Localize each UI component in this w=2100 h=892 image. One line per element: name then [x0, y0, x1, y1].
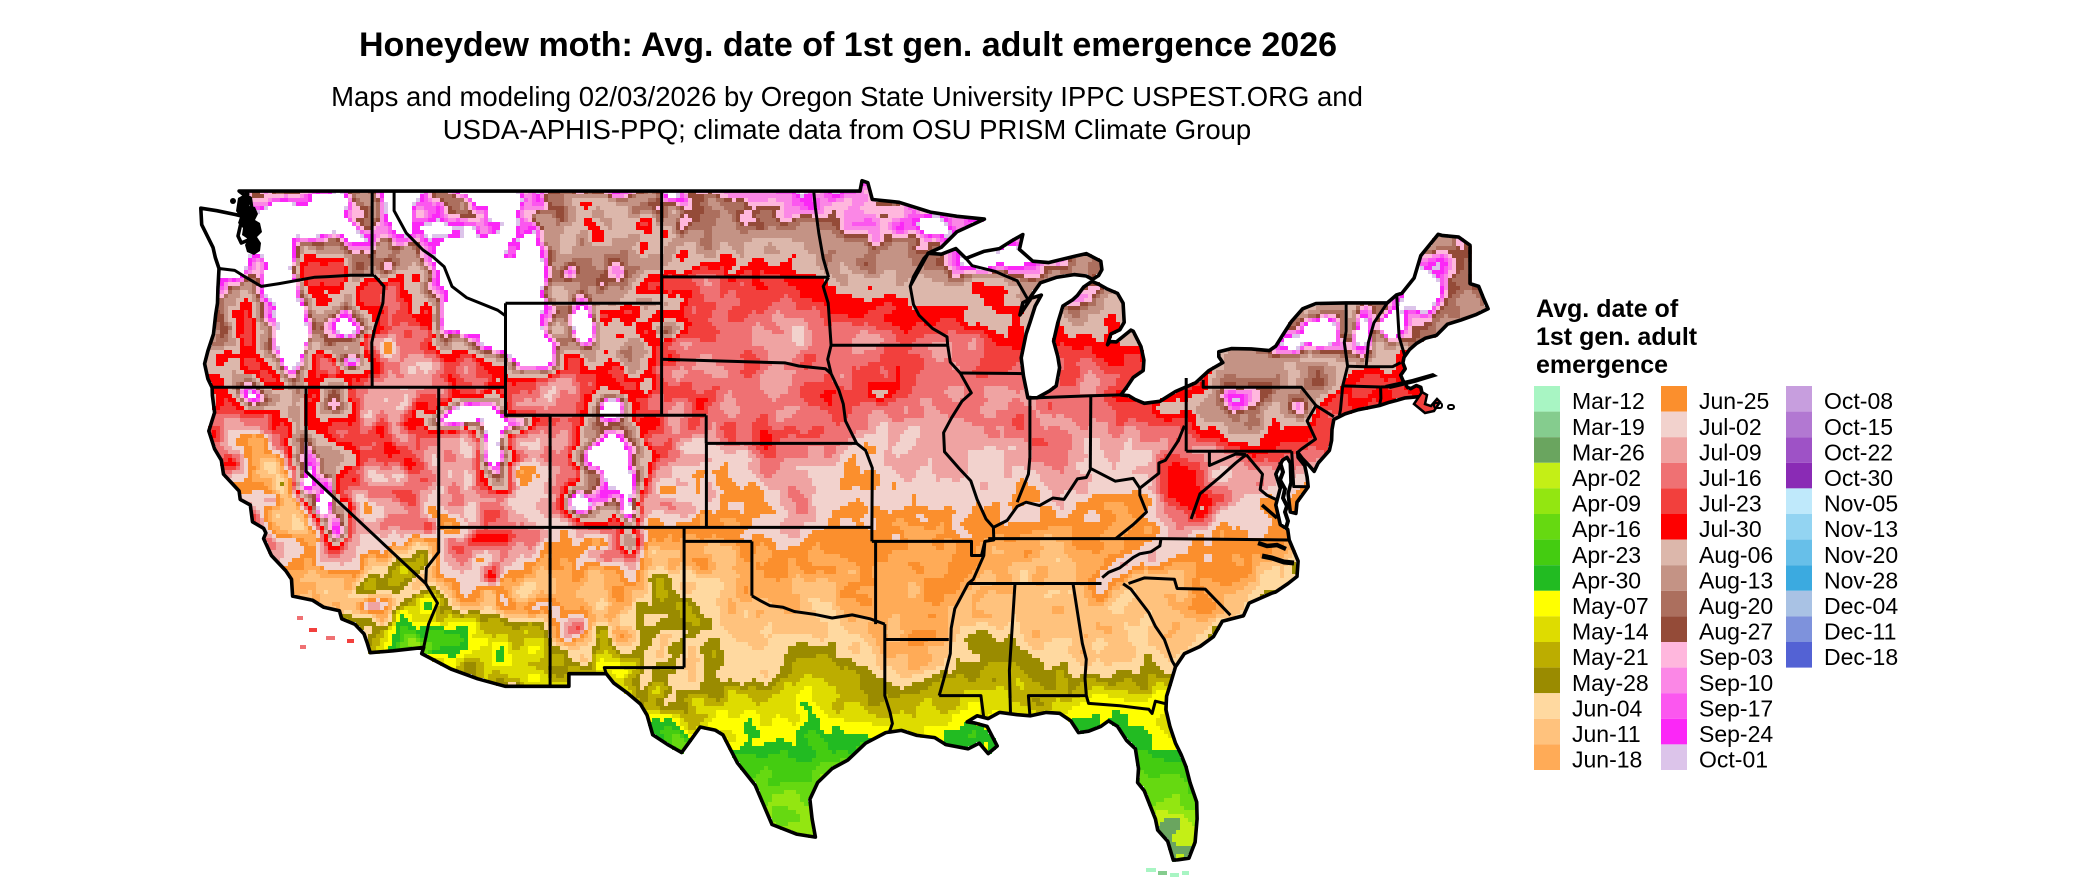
svg-text:Jun-11: Jun-11 [1572, 721, 1641, 747]
svg-text:Dec-18: Dec-18 [1824, 644, 1898, 670]
svg-text:Jul-16: Jul-16 [1699, 465, 1762, 491]
svg-text:Nov-13: Nov-13 [1824, 516, 1898, 542]
svg-text:Sep-10: Sep-10 [1699, 670, 1773, 696]
svg-text:Jul-23: Jul-23 [1699, 491, 1762, 517]
svg-text:Oct-15: Oct-15 [1824, 414, 1893, 440]
svg-text:Mar-26: Mar-26 [1572, 439, 1645, 465]
svg-text:Sep-24: Sep-24 [1699, 721, 1773, 747]
svg-text:Nov-28: Nov-28 [1824, 567, 1898, 593]
svg-text:Oct-30: Oct-30 [1824, 465, 1893, 491]
svg-text:Jun-25: Jun-25 [1699, 388, 1769, 414]
svg-text:Dec-11: Dec-11 [1824, 619, 1896, 645]
svg-text:Sep-03: Sep-03 [1699, 644, 1773, 670]
svg-text:Mar-12: Mar-12 [1572, 388, 1645, 414]
svg-text:May-14: May-14 [1572, 619, 1649, 645]
svg-text:Mar-19: Mar-19 [1572, 414, 1645, 440]
svg-text:Dec-04: Dec-04 [1824, 593, 1898, 619]
svg-text:Apr-30: Apr-30 [1572, 567, 1641, 593]
svg-text:Apr-02: Apr-02 [1572, 465, 1641, 491]
svg-text:Oct-08: Oct-08 [1824, 388, 1893, 414]
svg-text:May-07: May-07 [1572, 593, 1649, 619]
svg-text:May-21: May-21 [1572, 644, 1649, 670]
svg-text:Jul-09: Jul-09 [1699, 439, 1762, 465]
svg-text:Aug-20: Aug-20 [1699, 593, 1773, 619]
svg-text:Apr-09: Apr-09 [1572, 491, 1641, 517]
svg-text:Oct-01: Oct-01 [1699, 747, 1768, 773]
svg-text:Avg. date of: Avg. date of [1536, 295, 1679, 323]
svg-text:1st gen. adult: 1st gen. adult [1536, 323, 1698, 351]
svg-text:Apr-16: Apr-16 [1572, 516, 1641, 542]
svg-text:Aug-27: Aug-27 [1699, 619, 1773, 645]
svg-text:Jun-04: Jun-04 [1572, 695, 1643, 721]
svg-text:Nov-05: Nov-05 [1824, 491, 1898, 517]
svg-text:Jul-02: Jul-02 [1699, 414, 1762, 440]
svg-text:May-28: May-28 [1572, 670, 1649, 696]
svg-text:emergence: emergence [1536, 351, 1668, 379]
svg-text:Jul-30: Jul-30 [1699, 516, 1762, 542]
svg-text:Sep-17: Sep-17 [1699, 695, 1773, 721]
svg-text:Nov-20: Nov-20 [1824, 542, 1898, 568]
svg-text:Apr-23: Apr-23 [1572, 542, 1641, 568]
svg-text:Aug-06: Aug-06 [1699, 542, 1773, 568]
svg-text:Oct-22: Oct-22 [1824, 439, 1893, 465]
svg-text:Aug-13: Aug-13 [1699, 567, 1773, 593]
svg-text:Jun-18: Jun-18 [1572, 747, 1642, 773]
